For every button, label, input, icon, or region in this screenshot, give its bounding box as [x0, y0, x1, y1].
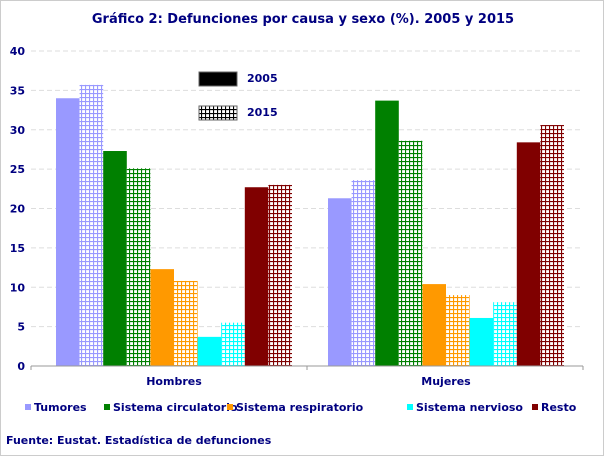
bar-2005-mujeres-1	[375, 100, 399, 367]
source-note: Fuente: Eustat. Estadística de defuncion…	[6, 434, 272, 447]
bar-2005-hombres-4	[244, 187, 269, 366]
bar-2005-mujeres-0	[328, 198, 352, 366]
bar-2015-mujeres-0	[351, 180, 376, 366]
bar-2005-hombres-2	[150, 269, 174, 366]
bar-2005-hombres-3	[197, 336, 222, 366]
bar-2015-mujeres-4	[540, 125, 564, 367]
legend-swatch-2005	[198, 71, 238, 87]
y-tick-label: 20	[10, 203, 26, 216]
legend-label: Tumores	[34, 401, 87, 414]
legend-swatch	[25, 404, 31, 410]
bar-2015-hombres-3	[221, 322, 245, 366]
bar-2005-mujeres-4	[516, 142, 541, 366]
bar-2015-mujeres-1	[398, 140, 423, 366]
bar-2015-hombres-4	[268, 184, 292, 366]
bar-2015-hombres-0	[79, 84, 104, 367]
y-tick-label: 30	[10, 124, 26, 137]
y-tick-label: 5	[17, 321, 25, 334]
y-tick-label: 35	[10, 84, 25, 97]
legend-swatch	[407, 404, 413, 410]
legend-swatch	[532, 404, 538, 410]
legend-label: Sistema circulatorio	[113, 401, 238, 414]
legend-swatch	[227, 404, 233, 410]
y-tick-label: 10	[10, 281, 26, 294]
legend-year-label: 2005	[247, 72, 278, 85]
legend-year-label: 2015	[247, 106, 278, 119]
chart-title: Gráfico 2: Defunciones por causa y sexo …	[92, 12, 514, 27]
x-category-label: Hombres	[146, 375, 202, 388]
bar-2005-mujeres-2	[422, 284, 446, 366]
y-tick-label: 25	[10, 163, 25, 176]
bar-2005-hombres-1	[103, 151, 127, 366]
bar-2005-mujeres-3	[469, 317, 494, 366]
bar-2005-hombres-0	[56, 98, 80, 366]
y-tick-label: 15	[10, 242, 25, 255]
bar-2015-mujeres-3	[493, 302, 517, 366]
legend-swatch-2015	[198, 105, 238, 121]
bar-2015-hombres-1	[126, 168, 151, 366]
legend-label: Sistema respiratorio	[236, 401, 364, 414]
x-category-label: Mujeres	[421, 375, 471, 388]
legend-swatch	[104, 404, 110, 410]
legend-label: Resto	[541, 401, 577, 414]
y-tick-label: 0	[17, 360, 25, 373]
bar-2015-mujeres-2	[446, 295, 470, 366]
y-tick-label: 40	[10, 45, 26, 58]
legend-label: Sistema nervioso	[416, 401, 523, 414]
bar-2015-hombres-2	[174, 280, 198, 366]
